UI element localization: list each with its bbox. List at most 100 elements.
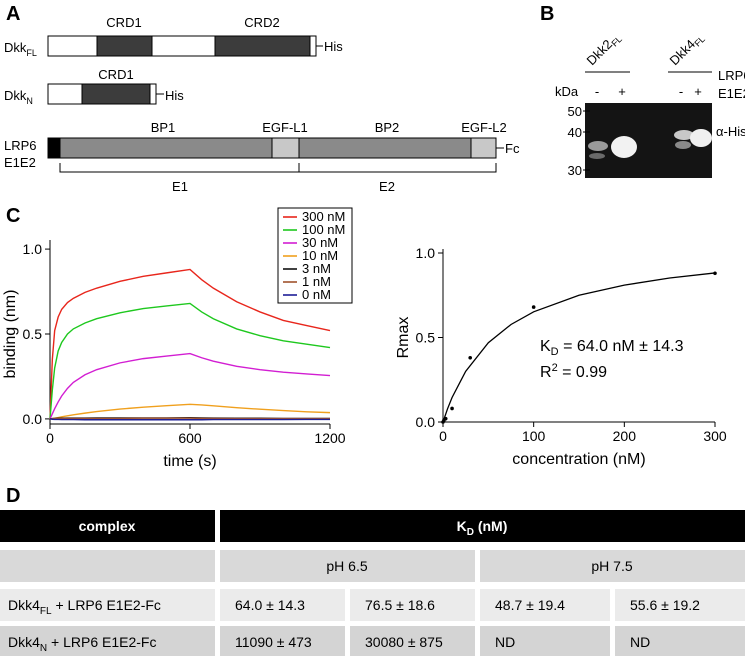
table-cell bbox=[350, 626, 475, 656]
x-tick-label: 300 bbox=[703, 428, 727, 444]
tag-label: Fc bbox=[505, 141, 520, 156]
construct-label: LRP6 bbox=[4, 138, 37, 153]
legend-label: 100 nM bbox=[302, 222, 345, 237]
x-tick-label: 100 bbox=[522, 428, 546, 444]
blot-band bbox=[611, 136, 637, 158]
legend-label: 30 nM bbox=[302, 235, 338, 250]
domain-label: EGF-L1 bbox=[262, 120, 308, 135]
table-subheader: pH 6.5 bbox=[326, 558, 367, 574]
domain-label: CRD2 bbox=[244, 15, 279, 30]
domain-box bbox=[298, 137, 472, 159]
series-line bbox=[49, 268, 331, 419]
domain-label: CRD1 bbox=[98, 67, 133, 82]
data-point bbox=[468, 355, 473, 360]
tag-label: His bbox=[324, 39, 343, 54]
data-point bbox=[450, 406, 454, 411]
condition-label: LRP6 bbox=[718, 68, 745, 83]
table-value: ND bbox=[495, 634, 515, 650]
label-text: Dkk bbox=[4, 40, 27, 55]
x-tick-label: 1200 bbox=[314, 430, 345, 446]
domain-box bbox=[81, 83, 151, 105]
anno-sup: 2 bbox=[552, 362, 558, 374]
lane-label: Dkk2FL bbox=[584, 29, 624, 69]
legend-label: 10 nM bbox=[302, 248, 338, 263]
domain-box bbox=[151, 35, 216, 57]
x-tick-label: 600 bbox=[178, 430, 202, 446]
construct-label: DkkFL bbox=[4, 40, 37, 58]
unit-label: kDa bbox=[555, 84, 579, 99]
x-axis-label: concentration (nM) bbox=[512, 451, 645, 468]
marker-label: 50 bbox=[568, 104, 582, 119]
table-subheader: pH 7.5 bbox=[591, 558, 632, 574]
table-cell bbox=[615, 626, 745, 656]
label-rest: + LRP6 E1E2-Fc bbox=[47, 634, 156, 650]
tag-label: His bbox=[165, 88, 184, 103]
construct-label: DkkN bbox=[4, 88, 33, 106]
panel-label: C bbox=[6, 205, 20, 227]
label-rest: + LRP6 E1E2-Fc bbox=[52, 597, 161, 613]
domain-box bbox=[214, 35, 311, 57]
table-body: Dkk4FL + LRP6 E1E2-Fc 64.0 ± 14.3 76.5 ± 1… bbox=[0, 589, 745, 656]
data-point bbox=[713, 271, 717, 276]
sign-label: - bbox=[595, 84, 599, 99]
anno-text: K bbox=[540, 338, 551, 355]
table-value: 11090 ± 473 bbox=[235, 634, 312, 650]
fit-curve bbox=[442, 272, 716, 423]
domain-box bbox=[149, 83, 157, 105]
domain-box bbox=[47, 35, 98, 57]
region-label: E1 bbox=[172, 179, 188, 194]
table-cell bbox=[220, 550, 475, 582]
x-tick-label: 0 bbox=[46, 430, 54, 446]
domain-box bbox=[96, 35, 153, 57]
domain-box bbox=[59, 137, 273, 159]
y-tick-label: 0.0 bbox=[23, 411, 43, 427]
row-label: Dkk4FL + LRP6 E1E2-Fc bbox=[8, 597, 161, 617]
region-bracket bbox=[59, 163, 497, 173]
series-line bbox=[49, 352, 331, 420]
table-value: ND bbox=[630, 634, 650, 650]
blot-band bbox=[675, 141, 691, 149]
table-value: 64.0 ± 14.3 bbox=[235, 597, 305, 613]
domain-label: EGF-L2 bbox=[461, 120, 507, 135]
table-cell bbox=[480, 626, 610, 656]
legend-label: 3 nM bbox=[302, 261, 331, 276]
table-cell bbox=[615, 589, 745, 621]
table-value: 48.7 ± 19.4 bbox=[495, 597, 565, 613]
panel-label: A bbox=[6, 3, 20, 25]
series-line bbox=[49, 418, 330, 421]
blot-band bbox=[589, 153, 605, 159]
domain-box bbox=[309, 35, 317, 57]
y-tick-label: 0.5 bbox=[416, 330, 436, 346]
x-axis-label: time (s) bbox=[163, 453, 216, 470]
label-sub: FL bbox=[40, 606, 52, 617]
condition-label: E1E2-Fc bbox=[718, 86, 745, 101]
table-cell bbox=[0, 626, 215, 656]
panel-label: B bbox=[540, 3, 554, 25]
series-line bbox=[49, 403, 331, 420]
x-tick-label: 200 bbox=[613, 428, 637, 444]
blot-band bbox=[674, 130, 694, 140]
series-line bbox=[49, 302, 331, 419]
y-tick-label: 1.0 bbox=[416, 245, 436, 261]
table-header-cell bbox=[220, 510, 745, 542]
blot-band bbox=[690, 129, 712, 147]
table-cell bbox=[220, 589, 345, 621]
table-value: 76.5 ± 18.6 bbox=[365, 597, 435, 613]
domain-box bbox=[47, 83, 83, 105]
domain-box bbox=[47, 137, 61, 159]
table-value: 30080 ± 875 bbox=[365, 634, 443, 650]
anno-sub: D bbox=[551, 346, 559, 358]
sign-label: + bbox=[618, 84, 626, 99]
legend-label: 1 nM bbox=[302, 274, 331, 289]
label-text: Dkk4 bbox=[8, 597, 40, 613]
blot-band bbox=[588, 141, 608, 151]
th-text: K bbox=[457, 518, 467, 534]
sign-label: + bbox=[694, 84, 702, 99]
domain-box bbox=[271, 137, 300, 159]
domain-label: BP1 bbox=[151, 120, 176, 135]
table-cell bbox=[480, 589, 610, 621]
table-header: complex bbox=[79, 518, 136, 534]
marker-label: 30 bbox=[568, 163, 582, 178]
